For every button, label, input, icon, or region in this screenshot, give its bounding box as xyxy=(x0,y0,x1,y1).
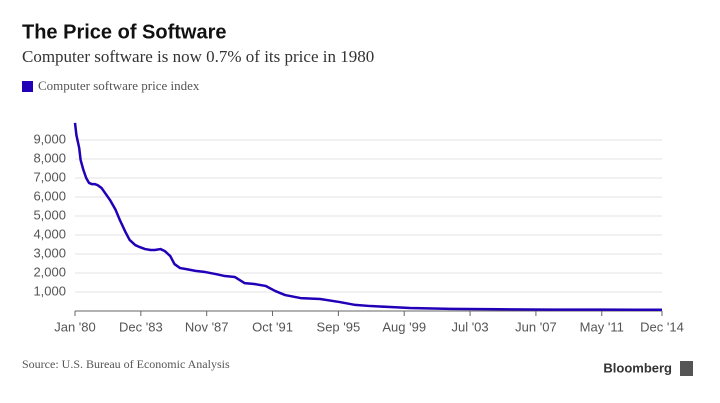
chart-title: The Price of Software xyxy=(22,21,227,43)
brand-icon xyxy=(680,361,693,376)
source-note: Source: U.S. Bureau of Economic Analysis xyxy=(22,357,230,371)
x-tick-label: Oct '91 xyxy=(252,319,293,334)
y-tick-label: 8,000 xyxy=(33,150,66,165)
x-tick-label: Aug '99 xyxy=(382,319,426,334)
x-tick-label: Nov '87 xyxy=(185,319,229,334)
y-tick-label: 5,000 xyxy=(33,207,66,222)
x-tick-label: Sep '95 xyxy=(317,319,361,334)
chart-subtitle: Computer software is now 0.7% of its pri… xyxy=(22,47,374,66)
y-tick-label: 1,000 xyxy=(33,283,66,298)
legend-swatch xyxy=(22,81,33,92)
y-tick-label: 4,000 xyxy=(33,226,66,241)
y-tick-label: 3,000 xyxy=(33,245,66,260)
legend-label: Computer software price index xyxy=(38,78,200,93)
x-tick-label: Jun '07 xyxy=(515,319,557,334)
brand: Bloomberg xyxy=(603,360,672,375)
line-series xyxy=(73,122,663,311)
x-tick-label: Dec '83 xyxy=(119,319,163,334)
y-tick-label: 9,000 xyxy=(33,131,66,146)
y-tick-label: 6,000 xyxy=(33,188,66,203)
y-tick-label: 2,000 xyxy=(33,264,66,279)
x-tick-label: Jan '80 xyxy=(54,319,96,334)
x-tick-label: Jul '03 xyxy=(451,319,488,334)
x-tick-label: May '11 xyxy=(580,319,624,334)
x-tick-label: Dec '14 xyxy=(640,319,684,334)
y-tick-label: 7,000 xyxy=(33,169,66,184)
